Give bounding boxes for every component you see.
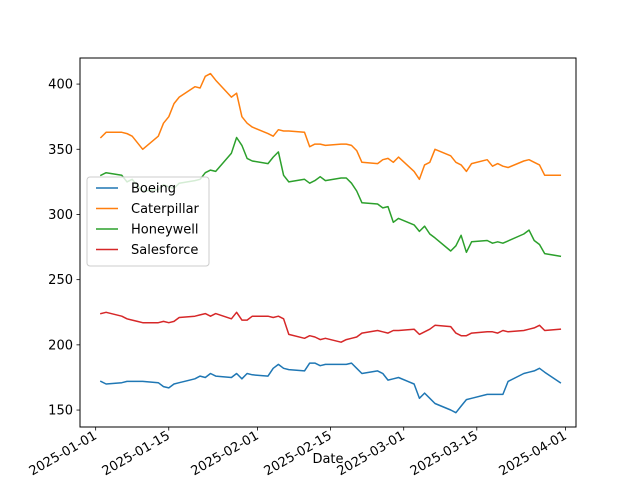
legend-label-salesforce: Salesforce — [131, 243, 198, 258]
y-tick-label: 350 — [48, 143, 73, 158]
legend: Boeing Caterpillar Honeywell Salesforce — [86, 176, 210, 267]
legend-label-caterpillar: Caterpillar — [131, 202, 200, 217]
y-tick-label: 200 — [48, 338, 73, 353]
series-line-salesforce — [99, 311, 562, 343]
y-tick-label: 150 — [48, 404, 73, 419]
x-axis-label: Date — [312, 452, 343, 467]
series-line-caterpillar — [99, 72, 562, 181]
y-tick-label: 300 — [48, 208, 73, 223]
y-tick-label: 250 — [48, 273, 73, 288]
y-axis: 150 200 250 300 350 400 — [48, 78, 80, 419]
series-line-boeing — [99, 362, 562, 414]
legend-box — [86, 176, 210, 267]
plot-frame — [79, 57, 577, 428]
legend-label-honeywell: Honeywell — [131, 223, 199, 238]
legend-label-boeing: Boeing — [131, 182, 176, 197]
y-tick-label: 400 — [48, 78, 73, 93]
